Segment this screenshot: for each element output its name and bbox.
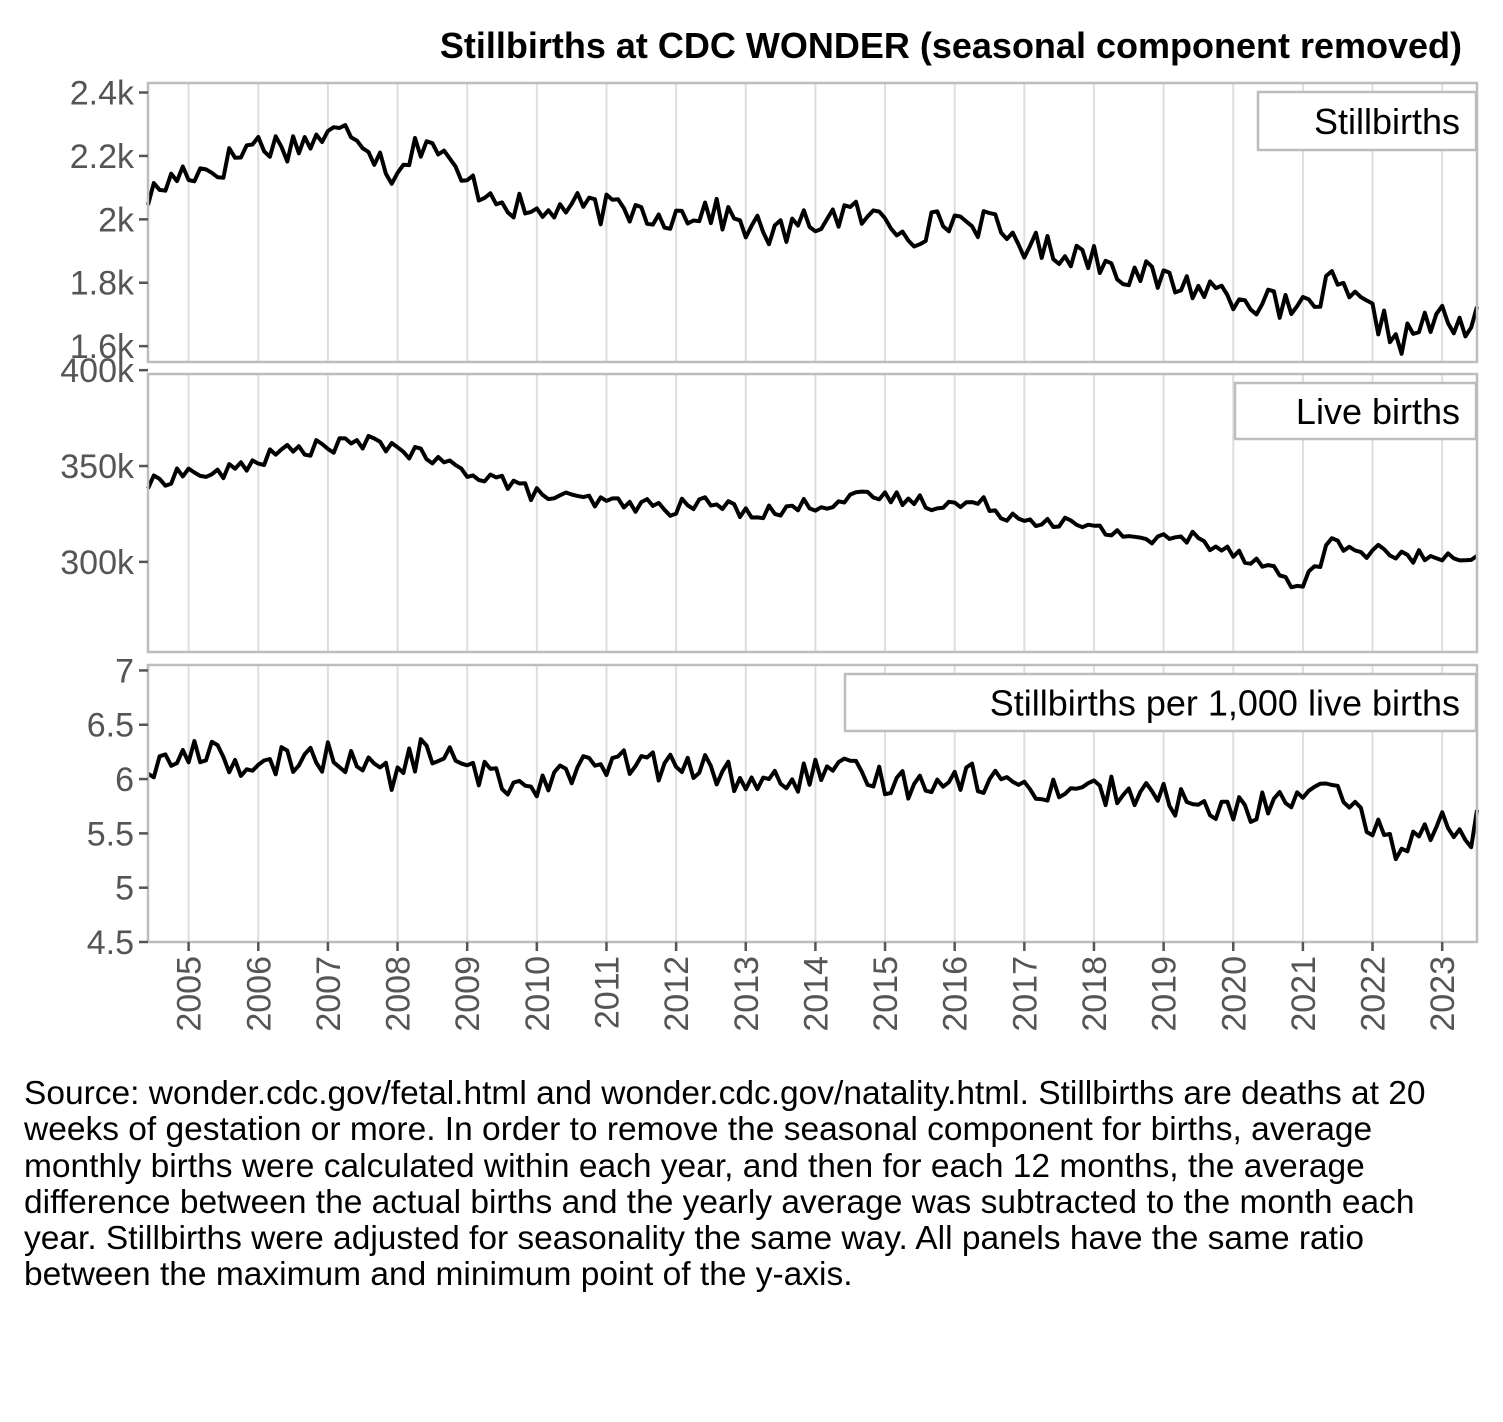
panel-3: 4.5 5 5.5 6 6.5 7 Stillbirths per 1,000 live b… (87, 652, 1479, 962)
panel-border-3 (146, 663, 1479, 944)
y-tick-label: 5 (115, 870, 134, 908)
panel-2: 300k 350k 400k Live births (60, 352, 1479, 654)
x-tick-label: 2009 (449, 956, 487, 1032)
panel-label-box (843, 672, 1478, 733)
y-tick-label: 1.8k (70, 265, 135, 303)
y-tick-label: 5.5 (87, 815, 134, 853)
series-line-1 (146, 123, 1479, 356)
y-tick-label: 300k (60, 544, 135, 582)
chart-title: Stillbirths at CDC WONDER (seasonal comp… (440, 25, 1462, 66)
x-tick-label: 2008 (380, 956, 418, 1032)
x-axis: 2005 2006 2007 2008 2009 2010 2011 2012 2013 2014… (171, 942, 1462, 1032)
panel-border-1 (146, 81, 1479, 364)
panel-label-box (1233, 381, 1478, 441)
x-tick-label: 2017 (1006, 956, 1044, 1032)
x-tick-label: 2022 (1355, 956, 1393, 1032)
x-tick-label: 2006 (240, 956, 278, 1032)
y-tick-label: 2.4k (70, 75, 135, 113)
x-tick-label: 2007 (310, 956, 348, 1032)
y-tick-label: 4.5 (87, 924, 134, 962)
x-tick-label: 2019 (1146, 956, 1184, 1032)
series-line-2 (146, 434, 1479, 590)
panel-1: 1.6k 1.8k 2k 2.2k 2.4k Stillbirths (70, 75, 1479, 366)
x-tick-label: 2023 (1424, 956, 1462, 1032)
y-tick-label: 6.5 (87, 707, 134, 745)
source-caption: Source: wonder.cdc.gov/fetal.html and wo… (24, 1075, 1426, 1294)
panel-label: Stillbirths per 1,000 live births (990, 683, 1460, 724)
y-tick-label: 2.2k (70, 138, 135, 176)
x-tick-label: 2011 (588, 956, 626, 1029)
series-line-3 (146, 737, 1479, 862)
panel-border-2 (146, 372, 1479, 654)
x-tick-label: 2014 (797, 956, 835, 1032)
x-tick-label: 2015 (867, 956, 905, 1032)
x-tick-label: 2012 (658, 956, 696, 1032)
x-tick-label: 2020 (1215, 956, 1253, 1032)
x-tick-label: 2016 (937, 956, 975, 1032)
y-tick-label: 400k (60, 352, 135, 390)
y-tick-label: 7 (115, 652, 134, 690)
x-tick-label: 2010 (519, 956, 557, 1032)
panel-label-box (1256, 90, 1478, 152)
y-tick-label: 6 (115, 761, 134, 799)
chart-panels: 1.6k 1.8k 2k 2.2k 2.4k Stillbirths 300k 350k 400… (60, 75, 1479, 962)
y-tick-label: 1.6k (70, 328, 135, 366)
x-tick-label: 2005 (171, 956, 209, 1032)
y-tick-label: 2k (98, 201, 135, 239)
panel-label: Live births (1296, 391, 1460, 432)
x-tick-label: 2018 (1076, 956, 1114, 1032)
panel-label: Stillbirths (1314, 101, 1460, 142)
chart: Stillbirths at CDC WONDER (seasonal comp… (60, 25, 1479, 1032)
x-tick-label: 2021 (1285, 956, 1323, 1032)
y-tick-label: 350k (60, 448, 135, 486)
x-tick-label: 2013 (728, 956, 766, 1032)
